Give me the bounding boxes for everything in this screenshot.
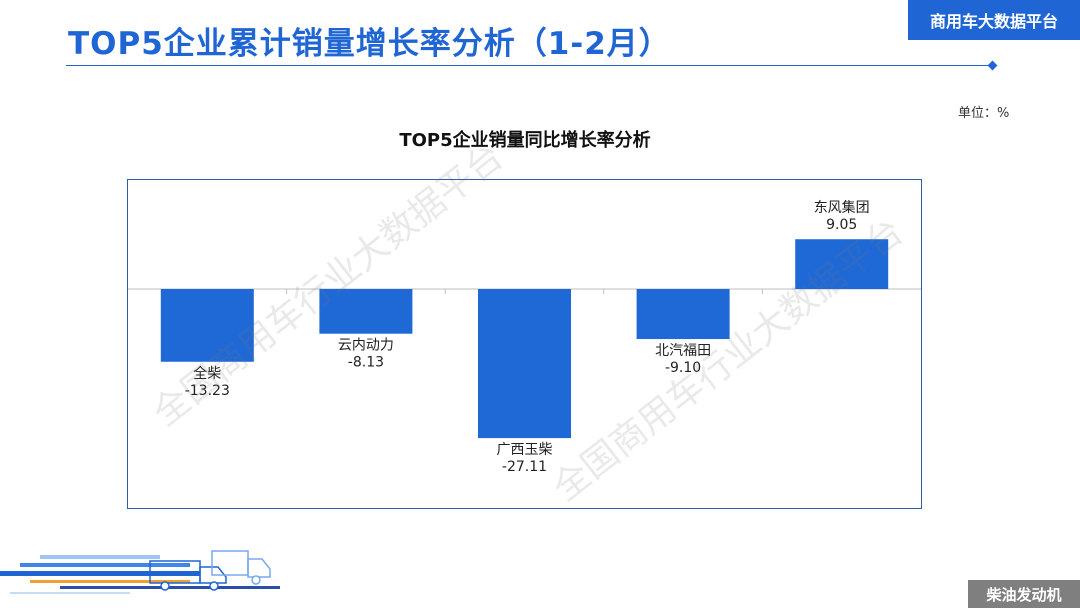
- bar-0: [160, 289, 254, 362]
- title-divider: [66, 65, 994, 66]
- category-label: 全柴: [193, 365, 221, 382]
- category-label: 北汽福田: [655, 343, 711, 359]
- bar-2: [478, 289, 571, 439]
- brand-badge: 商用车大数据平台: [908, 0, 1080, 40]
- category-label: 广西玉柴: [497, 442, 553, 458]
- unit-label: 单位：%: [958, 106, 1010, 121]
- data-label: -27.11: [502, 459, 547, 475]
- footer-category-badge: 柴油发动机: [968, 580, 1080, 608]
- category-label: 云内动力: [338, 338, 394, 354]
- data-label: -9.10: [665, 360, 701, 376]
- data-label: -13.23: [185, 383, 230, 399]
- data-label: 9.05: [826, 217, 857, 233]
- data-label: -8.13: [348, 355, 384, 371]
- page-title: TOP5企业累计销量增长率分析（1-2月）: [68, 26, 671, 62]
- chart-frame: [127, 179, 922, 509]
- category-label: 东风集团: [814, 199, 870, 216]
- bar-3: [636, 289, 730, 340]
- bar-4: [795, 239, 889, 289]
- bar-1: [319, 289, 413, 334]
- truck-decoration-icon: [0, 550, 280, 594]
- chart-title: TOP5企业销量同比增长率分析: [399, 130, 651, 151]
